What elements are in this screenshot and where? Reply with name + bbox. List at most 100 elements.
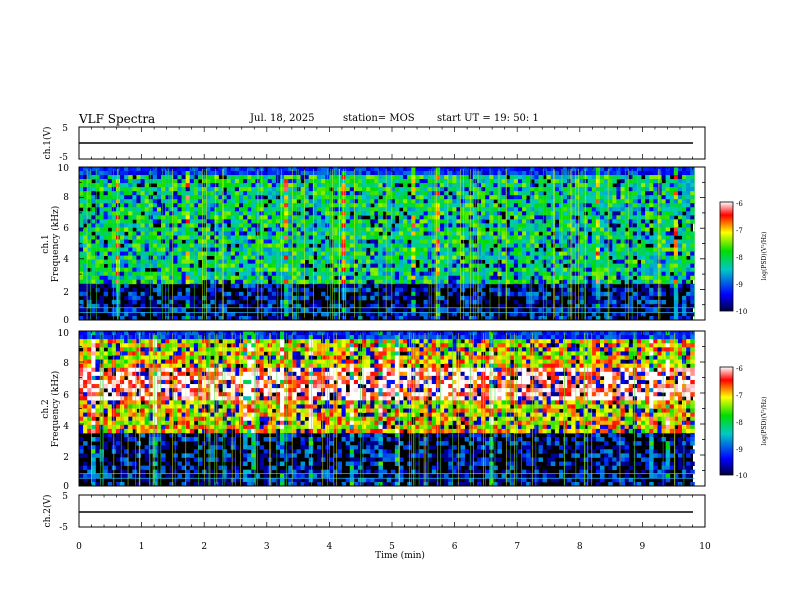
- spectrogram-cell: [661, 243, 667, 248]
- spectrogram-cell: [517, 223, 523, 228]
- spectrogram-cell: [251, 263, 256, 269]
- spectrogram-cell: [390, 179, 396, 184]
- spectrogram-cell: [435, 175, 441, 180]
- spectrogram-cell: [600, 291, 605, 297]
- spectrogram-cell: [99, 219, 105, 224]
- spectrogram-cell: [218, 299, 223, 305]
- spectrogram-cell: [288, 183, 293, 188]
- spectrogram-cell: [349, 315, 355, 321]
- spectrogram-cell: [210, 179, 215, 184]
- spectrogram-cell: [177, 275, 182, 281]
- spectrogram-cell: [83, 167, 88, 172]
- spectrogram-cell: [522, 255, 527, 261]
- spectrogram-cell: [571, 231, 576, 236]
- spectrogram-cell: [128, 291, 133, 297]
- spectrogram-cell: [567, 183, 572, 188]
- spectrogram-cell: [444, 275, 449, 281]
- spectrogram-cell: [686, 243, 691, 248]
- spectrogram-cell: [304, 239, 310, 244]
- spectrogram-cell: [173, 211, 178, 216]
- spectrogram-cell: [91, 247, 96, 252]
- spectrogram-cell: [140, 303, 146, 309]
- spectrogram-cell: [374, 283, 379, 289]
- spectrogram-cell: [251, 259, 256, 265]
- spectrogram-cell: [435, 295, 441, 301]
- spectrogram-cell: [103, 167, 109, 172]
- spectrogram-cell: [435, 303, 441, 309]
- spectrogram-cell: [673, 243, 679, 248]
- spectrogram-cell: [505, 267, 511, 273]
- spectrogram-cell: [665, 271, 671, 277]
- spectrogram-cell: [394, 243, 400, 248]
- spectrogram-cell: [156, 255, 162, 261]
- spectrogram-cell: [374, 223, 379, 228]
- spectrogram-cell: [357, 263, 363, 269]
- spectrogram-cell: [312, 187, 318, 192]
- spectrogram-cell: [661, 275, 667, 281]
- spectrogram-cell: [210, 211, 215, 216]
- spectrogram-cell: [120, 315, 125, 321]
- spectrogram-cell: [300, 207, 306, 212]
- spectrogram-cell: [173, 255, 178, 261]
- spectrogram-cell: [472, 291, 478, 297]
- spectrogram-cell: [546, 307, 552, 313]
- spectrogram-cell: [280, 235, 285, 240]
- spectrogram-cell: [427, 255, 433, 261]
- spectrogram-cell: [636, 167, 642, 172]
- spectrogram-cell: [386, 279, 392, 285]
- spectrogram-cell: [132, 311, 137, 317]
- spectrogram-cell: [522, 267, 527, 273]
- spectrogram-cell: [144, 231, 150, 236]
- spectrogram-cell: [505, 291, 511, 297]
- spectrogram-cell: [333, 315, 338, 321]
- spectrogram-cell: [612, 275, 617, 281]
- spectrogram-cell: [677, 179, 683, 184]
- spectrogram-cell: [292, 259, 297, 265]
- spectrogram-cell: [415, 167, 420, 172]
- spectrogram-cell: [452, 255, 457, 261]
- spectrogram-cell: [575, 303, 580, 309]
- spectrogram-cell: [189, 175, 195, 180]
- spectrogram-cell: [234, 279, 240, 285]
- spectrogram-cell: [124, 279, 129, 285]
- spectrogram-cell: [210, 203, 215, 208]
- spectrogram-cell: [136, 171, 141, 176]
- spectrogram-cell: [321, 199, 326, 204]
- spectrogram-cell: [444, 215, 449, 220]
- spectrogram-cell: [288, 243, 293, 248]
- spectrogram-cell: [120, 227, 125, 232]
- spectrogram-cell: [206, 235, 211, 240]
- spectrogram-cell: [226, 183, 232, 188]
- spectrogram-cell: [308, 199, 314, 204]
- spectrogram-cell: [513, 171, 519, 176]
- spectrogram-cell: [575, 295, 580, 301]
- spectrogram-cell: [148, 175, 154, 180]
- spectrogram-cell: [686, 247, 691, 252]
- spectrogram-cell: [542, 179, 548, 184]
- spectrogram-cell: [411, 235, 416, 240]
- spectrogram-cell: [579, 211, 584, 216]
- spectrogram-cell: [349, 247, 355, 252]
- spectrogram-cell: [394, 183, 400, 188]
- spectrogram-cell: [169, 303, 174, 309]
- spectrogram-cell: [83, 291, 88, 297]
- spectrogram-cell: [304, 195, 310, 200]
- spectrogram-cell: [316, 203, 322, 208]
- spectrogram-cell: [394, 287, 400, 293]
- spectrogram-cell: [329, 199, 334, 204]
- spectrogram-cell: [292, 271, 297, 277]
- spectrogram-cell: [386, 267, 392, 273]
- spectrogram-cell: [595, 287, 601, 293]
- spectrogram-cell: [218, 307, 223, 313]
- spectrogram-cell: [251, 199, 256, 204]
- spectrogram-cell: [661, 263, 667, 269]
- spectrogram-cell: [136, 215, 141, 220]
- spectrogram-cell: [181, 271, 187, 277]
- spectrogram-cell: [534, 227, 539, 232]
- spectrogram-cell: [238, 207, 244, 212]
- spectrogram-cell: [460, 203, 466, 208]
- spectrogram-cell: [419, 231, 424, 236]
- spectrogram-cell: [575, 307, 580, 313]
- spectrogram-cell: [263, 183, 269, 188]
- spectrogram-cell: [571, 251, 576, 256]
